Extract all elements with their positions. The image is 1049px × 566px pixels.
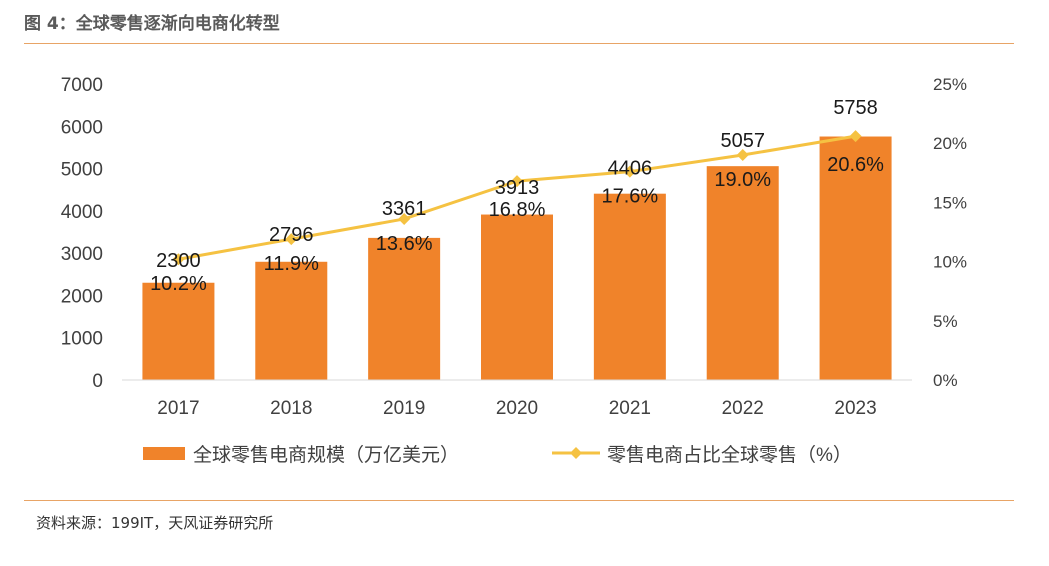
y-left-tick-label: 1000 bbox=[61, 329, 103, 350]
y-left-tick-label: 6000 bbox=[61, 117, 103, 138]
share-label-2018: 11.9% bbox=[264, 253, 319, 275]
bar-value-label-2018: 2796 bbox=[269, 224, 314, 246]
bar-2017 bbox=[142, 282, 215, 380]
y-left-tick-label: 4000 bbox=[61, 202, 103, 223]
bar-2022 bbox=[706, 166, 779, 380]
x-tick-label-2022: 2022 bbox=[722, 398, 764, 419]
share-marker-2020 bbox=[511, 175, 523, 188]
bar-value-label-2021: 4406 bbox=[608, 158, 653, 180]
share-label-2022: 19.0% bbox=[714, 169, 771, 191]
share-label-2023: 20.6% bbox=[827, 154, 884, 176]
x-tick-label-2017: 2017 bbox=[157, 398, 199, 419]
y-right-tick-label: 20% bbox=[933, 134, 967, 153]
share-label-2019: 13.6% bbox=[376, 233, 433, 255]
bar-2020 bbox=[481, 214, 553, 380]
bar-2021 bbox=[593, 193, 666, 380]
legend-line-label: 零售电商占比全球零售（%） bbox=[607, 444, 852, 466]
y-right-tick-label: 15% bbox=[933, 193, 967, 212]
share-marker-2018 bbox=[285, 233, 298, 246]
bottom-divider bbox=[24, 500, 1014, 501]
x-tick-label-2020: 2020 bbox=[496, 398, 538, 419]
y-left-tick-label: 7000 bbox=[61, 75, 103, 96]
data-label-group: 2300 2796 3361 3913 4406 5057 5758 10.2% 11.9% 13… bbox=[150, 97, 884, 295]
x-tick-label-2021: 2021 bbox=[609, 398, 651, 419]
share-marker-2022 bbox=[736, 149, 749, 162]
bar-value-label-2019: 3361 bbox=[382, 198, 427, 220]
x-tick-label-2019: 2019 bbox=[383, 398, 425, 419]
bar-2023 bbox=[819, 136, 892, 380]
bar-value-label-2022: 5057 bbox=[720, 130, 765, 152]
y-right-tick-label: 5% bbox=[933, 312, 958, 331]
line-group bbox=[172, 130, 862, 266]
y-left-tick-label: 5000 bbox=[61, 160, 103, 181]
y-right-tick-label: 25% bbox=[933, 75, 967, 94]
y-left-tick-label: 2000 bbox=[61, 286, 103, 307]
top-divider bbox=[24, 43, 1014, 44]
legend: 全球零售电商规模（万亿美元） 零售电商占比全球零售（%） bbox=[143, 444, 852, 466]
bar-value-label-2023: 5758 bbox=[833, 97, 878, 119]
legend-bar-label: 全球零售电商规模（万亿美元） bbox=[193, 444, 459, 466]
y-right-tick-label: 0% bbox=[933, 371, 958, 390]
bar-value-label-2020: 3913 bbox=[495, 177, 540, 199]
y-right-tick-label: 10% bbox=[933, 253, 967, 272]
axes-group: 2017 2018 2019 2020 2021 2022 2023 0 1000 2000 300… bbox=[61, 75, 967, 419]
x-tick-label-2018: 2018 bbox=[270, 398, 312, 419]
bar-group bbox=[142, 136, 892, 380]
bar-2019 bbox=[368, 237, 441, 380]
share-marker-2019 bbox=[398, 212, 411, 225]
bar-2018 bbox=[255, 261, 328, 380]
share-label-2020: 16.8% bbox=[489, 199, 546, 221]
chart: 2300 2796 3361 3913 4406 5057 5758 10.2% 11.9% 13… bbox=[61, 75, 967, 466]
legend-bar-swatch bbox=[143, 447, 185, 460]
share-label-2017: 10.2% bbox=[150, 273, 207, 295]
share-marker-2021 bbox=[623, 165, 636, 178]
source-note: 资料来源：199IT，天风证券研究所 bbox=[36, 514, 274, 532]
figure-title: 图 4：全球零售逐渐向电商化转型 bbox=[24, 14, 280, 34]
share-marker-2023 bbox=[849, 130, 862, 143]
x-tick-label-2023: 2023 bbox=[834, 398, 876, 419]
bar-value-label-2017: 2300 bbox=[156, 250, 201, 272]
y-left-tick-label: 3000 bbox=[61, 244, 103, 265]
share-label-2021: 17.6% bbox=[601, 186, 658, 208]
y-left-tick-label: 0 bbox=[92, 371, 103, 392]
share-marker-2017 bbox=[172, 253, 185, 266]
legend-diamond-marker bbox=[570, 447, 582, 459]
